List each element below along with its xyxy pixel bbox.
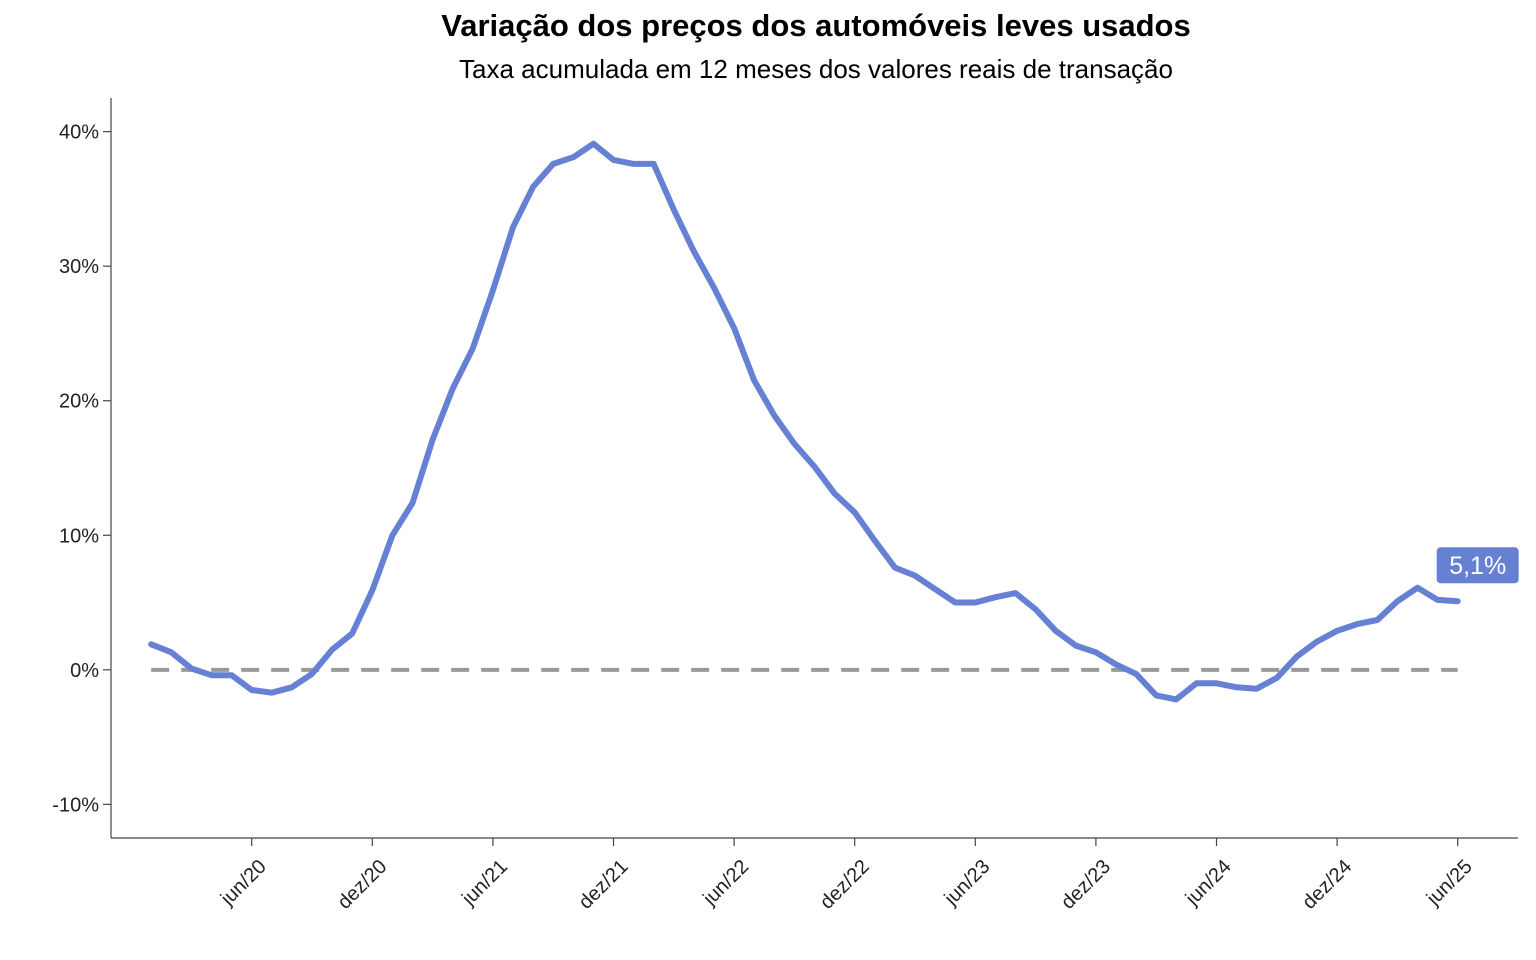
x-tick-label: dez/24 — [1298, 856, 1356, 914]
x-tick-label: jun/23 — [940, 856, 995, 911]
x-tick-label: jun/25 — [1422, 856, 1477, 911]
x-tick-label: dez/23 — [1057, 856, 1115, 914]
x-tick-label: jun/21 — [457, 856, 512, 911]
x-ticks: jun/20 dez/20 jun/21 dez/21 jun/22 dez/22 jun/… — [216, 838, 1477, 914]
x-tick-label: jun/24 — [1181, 856, 1236, 911]
axes — [110, 98, 1518, 839]
y-tick-label: 20% — [59, 391, 99, 413]
end-value-badge-box — [1436, 547, 1519, 584]
x-tick-label: jun/22 — [698, 856, 753, 911]
x-tick-label: dez/21 — [575, 856, 633, 914]
y-tick-label: 0% — [70, 660, 99, 682]
chart-title: Variação dos preços dos automóveis leves… — [441, 8, 1190, 43]
x-tick-label: jun/20 — [216, 856, 271, 911]
y-tick-label: -10% — [52, 794, 99, 816]
x-tick-label: dez/22 — [816, 856, 874, 914]
y-ticks: -10% 0% 10% 20% 30% 40% — [52, 122, 111, 816]
y-tick-label: 10% — [59, 525, 99, 547]
chart-subtitle: Taxa acumulada em 12 meses dos valores r… — [459, 54, 1173, 84]
x-tick-label: dez/20 — [333, 856, 391, 914]
y-tick-label: 30% — [59, 256, 99, 278]
y-tick-label: 40% — [59, 122, 99, 144]
series-line — [148, 140, 1461, 703]
end-value-badge: 5,1% — [1436, 547, 1519, 584]
end-value-label: 5,1% — [1449, 552, 1506, 580]
